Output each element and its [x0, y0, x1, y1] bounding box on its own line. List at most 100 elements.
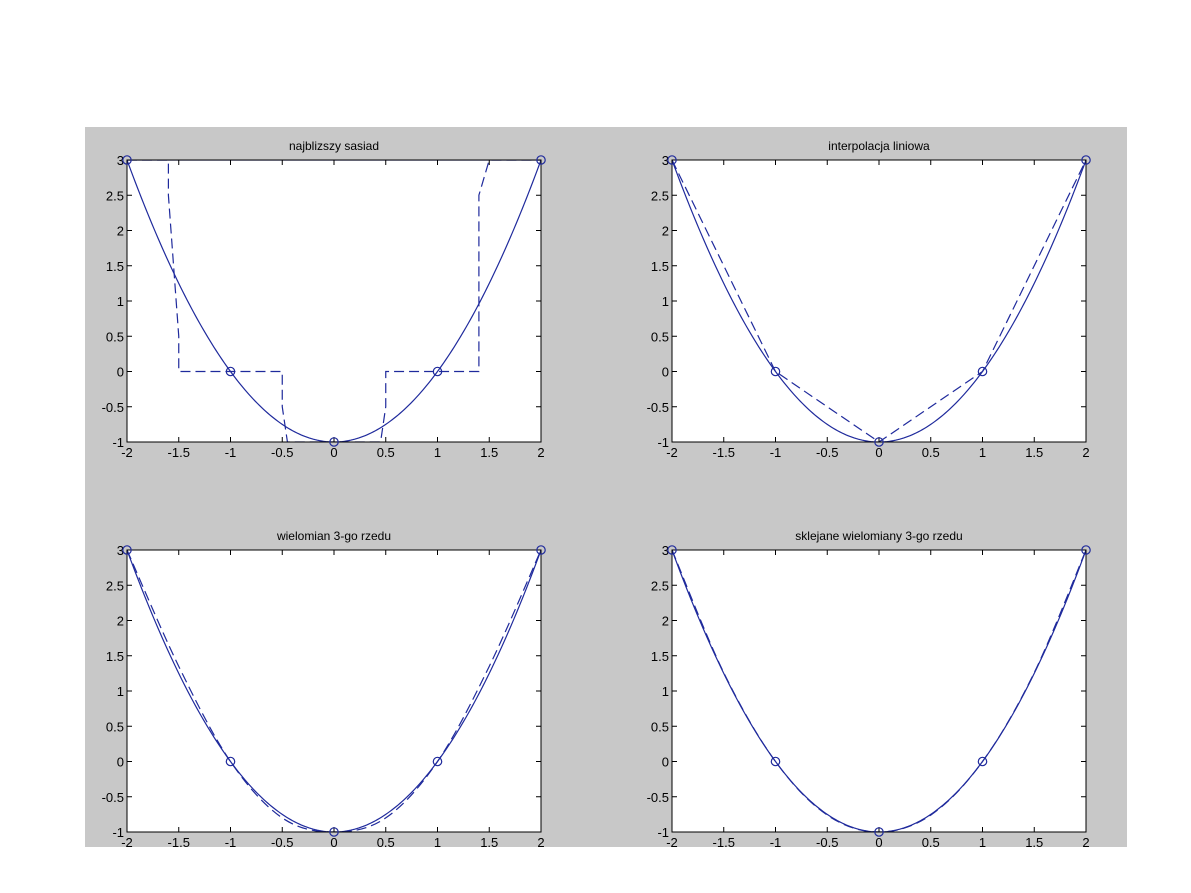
subplot-cubic-polynomial: -2 -1.5 -1 -0.5 0 0.5 1 1.5 2 -1 -0.5 0 0.5 1 1.5 2 2.5 3…	[102, 529, 546, 850]
y-tick-label: 1.5	[651, 649, 669, 664]
axes-area	[127, 160, 541, 442]
series-line-dashed	[127, 550, 541, 832]
x-tick-label: 1	[434, 835, 441, 850]
data-point-marker	[122, 155, 132, 165]
y-tick-label: -0.5	[647, 400, 669, 415]
y-tick-label: 0	[662, 755, 669, 770]
x-tick-label: -0.5	[816, 835, 838, 850]
x-tick-label: 0.5	[922, 445, 940, 460]
y-tick-label: 2	[662, 614, 669, 629]
y-tick-label: 2	[117, 224, 124, 239]
data-point-marker	[536, 155, 546, 165]
x-tick-label: -2	[121, 835, 133, 850]
y-tick-label: 1	[117, 294, 124, 309]
y-tick-label: 1.5	[106, 259, 124, 274]
axes-area	[672, 160, 1086, 442]
x-tick-label: 2	[537, 835, 544, 850]
data-point-marker	[1081, 545, 1091, 555]
x-tick-label: 1	[979, 835, 986, 850]
data-point-marker	[770, 366, 781, 377]
series-line-solid	[127, 160, 541, 442]
x-tick-label: -2	[121, 445, 133, 460]
x-tick-label: -1	[225, 445, 237, 460]
axes-area	[672, 550, 1086, 832]
y-tick-label: 1	[662, 684, 669, 699]
data-point-marker	[432, 756, 443, 767]
x-tick-label: -0.5	[271, 445, 293, 460]
y-tick-label: -1	[657, 825, 669, 840]
data-point-marker	[977, 366, 988, 377]
y-tick-label: 2.5	[651, 188, 669, 203]
x-tick-label: 1	[979, 445, 986, 460]
y-tick-label: 2	[117, 614, 124, 629]
data-point-marker	[225, 366, 236, 377]
data-point-marker	[536, 545, 546, 555]
y-tick-label: 2.5	[106, 578, 124, 593]
x-tick-label: 0.5	[377, 445, 395, 460]
y-tick-label: 3	[117, 153, 124, 168]
x-tick-label: -1.5	[713, 835, 735, 850]
data-point-marker	[667, 155, 677, 165]
y-tick-label: 0.5	[651, 329, 669, 344]
data-point-marker	[329, 437, 339, 447]
axes-area	[127, 550, 541, 832]
x-tick-label: -0.5	[271, 835, 293, 850]
x-tick-label: 2	[1082, 835, 1089, 850]
subplot-cubic-spline: -2 -1.5 -1 -0.5 0 0.5 1 1.5 2 -1 -0.5 0 0.5 1 1.5 2 2.5 3…	[647, 529, 1091, 850]
x-tick-label: -2	[666, 835, 678, 850]
y-tick-label: 2.5	[651, 578, 669, 593]
series-line-solid	[127, 550, 541, 832]
data-point-marker	[874, 437, 884, 447]
y-tick-label: 1.5	[651, 259, 669, 274]
x-tick-label: 0	[875, 835, 882, 850]
y-tick-label: 2.5	[106, 188, 124, 203]
x-tick-label: -1	[225, 835, 237, 850]
x-tick-label: 0	[875, 445, 882, 460]
y-tick-label: 0	[117, 365, 124, 380]
y-tick-label: 1.5	[106, 649, 124, 664]
subplot-title: interpolacja liniowa	[828, 139, 930, 153]
series-line-dashed	[127, 160, 541, 442]
y-tick-label: 0.5	[106, 719, 124, 734]
subplot-linear-interpolation: -2 -1.5 -1 -0.5 0 0.5 1 1.5 2 -1 -0.5 0 0.5 1 1.5 2 2.5 3…	[647, 139, 1091, 460]
y-tick-label: -1	[657, 435, 669, 450]
subplot-nearest-neighbor: -2 -1.5 -1 -0.5 0 0.5 1 1.5 2 -1 -0.5 0 0.5 1 1.5 2 2.5 3…	[102, 139, 546, 460]
y-tick-label: 0	[662, 365, 669, 380]
y-tick-label: 2	[662, 224, 669, 239]
y-tick-label: 0.5	[651, 719, 669, 734]
x-tick-label: -1	[770, 835, 782, 850]
data-point-marker	[770, 756, 781, 767]
y-tick-label: 3	[117, 543, 124, 558]
data-point-marker	[225, 756, 236, 767]
x-tick-label: -0.5	[816, 445, 838, 460]
series-line-solid	[672, 160, 1086, 442]
series-line-dashed	[672, 160, 1086, 442]
subplot-title: najblizszy sasiad	[289, 139, 379, 153]
y-tick-label: 0	[117, 755, 124, 770]
y-tick-label: 3	[662, 543, 669, 558]
x-tick-label: 1.5	[480, 445, 498, 460]
x-tick-label: -1	[770, 445, 782, 460]
data-point-marker	[977, 756, 988, 767]
data-point-marker	[1081, 155, 1091, 165]
y-tick-label: 1	[117, 684, 124, 699]
series-line-dashed	[672, 550, 1086, 832]
x-tick-label: -1.5	[713, 445, 735, 460]
y-tick-label: -0.5	[647, 790, 669, 805]
x-tick-label: 2	[1082, 445, 1089, 460]
x-tick-label: 1.5	[480, 835, 498, 850]
x-tick-label: 1.5	[1025, 835, 1043, 850]
y-tick-label: 3	[662, 153, 669, 168]
data-point-marker	[874, 827, 884, 837]
data-point-marker	[432, 366, 443, 377]
y-tick-label: -0.5	[102, 790, 124, 805]
y-tick-label: -1	[112, 825, 124, 840]
x-tick-label: -1.5	[168, 835, 190, 850]
y-tick-label: -0.5	[102, 400, 124, 415]
data-point-marker	[122, 545, 132, 555]
subplot-title: sklejane wielomiany 3-go rzedu	[795, 529, 962, 543]
x-tick-label: 1.5	[1025, 445, 1043, 460]
y-tick-label: 0.5	[106, 329, 124, 344]
x-tick-label: 0.5	[377, 835, 395, 850]
